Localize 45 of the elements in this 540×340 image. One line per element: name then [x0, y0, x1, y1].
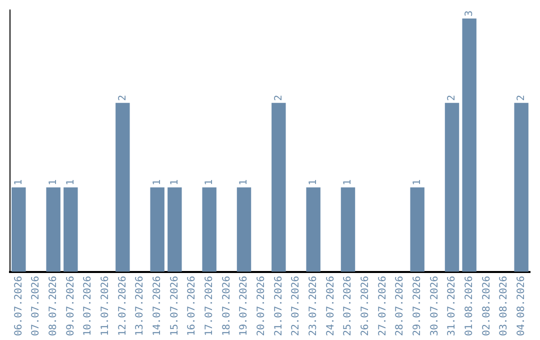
- x-tick-label: 29.07.2026: [412, 276, 423, 336]
- x-tick-label: 30.07.2026: [429, 276, 440, 336]
- data-label: 2: [516, 94, 527, 101]
- x-tick-label: 06.07.2026: [13, 276, 24, 336]
- x-tick-label: 27.07.2026: [377, 276, 388, 336]
- x-tick-label: 11.07.2026: [100, 276, 111, 336]
- x-tick-label: 08.07.2026: [48, 276, 59, 336]
- data-label: 1: [13, 179, 24, 186]
- x-tick-label: 21.07.2026: [273, 276, 284, 336]
- x-tick-label: 16.07.2026: [186, 276, 198, 336]
- x-tick-label: 01.08.2026: [464, 276, 475, 336]
- x-tick-label: 26.07.2026: [360, 276, 371, 336]
- x-tick-label: 02.08.2026: [481, 276, 492, 336]
- x-tick-label: 25.07.2026: [342, 276, 354, 336]
- data-label: 3: [464, 10, 475, 16]
- data-label: 1: [48, 179, 59, 186]
- x-tick-label: 23.07.2026: [308, 276, 319, 336]
- x-tick-label: 22.07.2026: [290, 276, 302, 336]
- x-tick-label: 24.07.2026: [325, 276, 336, 336]
- data-label: 1: [238, 179, 250, 186]
- x-tick-label: 09.07.2026: [65, 276, 76, 336]
- x-tick-label: 12.07.2026: [117, 276, 128, 336]
- data-label: 1: [204, 179, 215, 186]
- data-label: 2: [117, 94, 128, 101]
- x-tick-label: 17.07.2026: [204, 276, 215, 336]
- x-tick-label: 13.07.2026: [134, 276, 146, 336]
- x-tick-label: 31.07.2026: [446, 276, 458, 336]
- x-tick-label: 20.07.2026: [256, 276, 267, 336]
- data-label: 1: [65, 179, 76, 186]
- x-tick-label: 14.07.2026: [152, 276, 163, 336]
- x-tick-label: 19.07.2026: [238, 276, 250, 336]
- x-tick-label: 18.07.2026: [221, 276, 232, 336]
- x-tick-label: 28.07.2026: [394, 276, 406, 336]
- x-tick-label: 04.08.2026: [516, 276, 527, 336]
- data-label: 1: [169, 179, 180, 186]
- x-tick-label: 03.08.2026: [498, 276, 510, 336]
- data-label: 1: [308, 179, 319, 186]
- x-tick-label: 07.07.2026: [30, 276, 42, 336]
- data-label: 1: [342, 179, 354, 186]
- data-label: 2: [446, 94, 458, 101]
- data-label: 2: [273, 94, 284, 101]
- x-tick-label: 15.07.2026: [169, 276, 180, 336]
- data-label: 1: [412, 179, 423, 186]
- x-tick-label: 10.07.2026: [82, 276, 94, 336]
- data-label: 1: [152, 179, 163, 186]
